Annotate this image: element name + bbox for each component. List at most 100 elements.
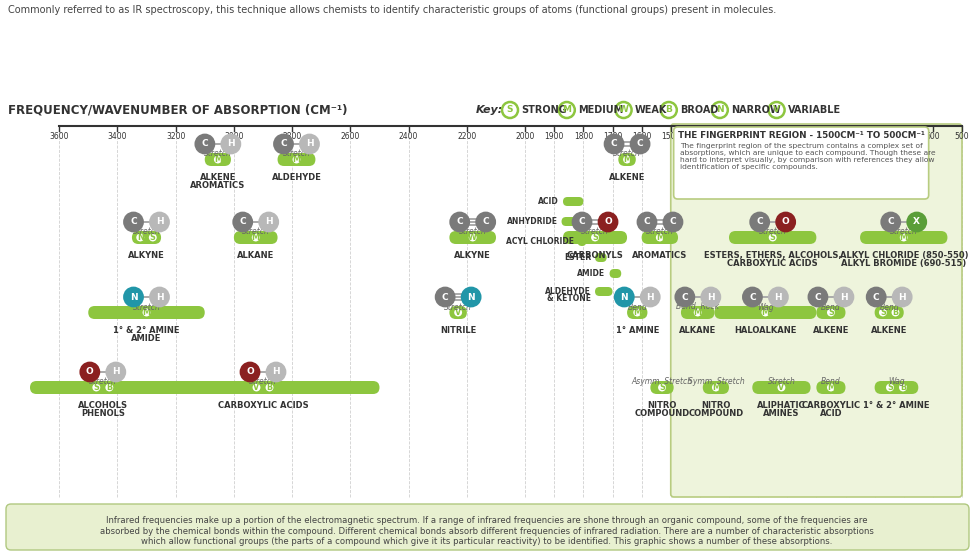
Text: Wag: Wag xyxy=(888,377,905,387)
Text: FREQUENCY/WAVENUMBER OF ABSORPTION (CM⁻¹): FREQUENCY/WAVENUMBER OF ABSORPTION (CM⁻¹… xyxy=(8,104,347,116)
Text: Bend: Bend xyxy=(821,377,840,387)
Text: CARBOXYLIC ACIDS: CARBOXYLIC ACIDS xyxy=(727,259,818,268)
Circle shape xyxy=(898,382,908,392)
Circle shape xyxy=(632,307,643,317)
Circle shape xyxy=(148,233,158,243)
Circle shape xyxy=(760,307,770,317)
Text: 1700: 1700 xyxy=(603,132,622,141)
Circle shape xyxy=(615,288,633,306)
Text: B: B xyxy=(266,383,273,392)
Text: ALKYL CHLORIDE (850-550): ALKYL CHLORIDE (850-550) xyxy=(839,251,968,260)
Circle shape xyxy=(661,102,677,118)
FancyBboxPatch shape xyxy=(627,306,647,319)
Circle shape xyxy=(638,213,656,231)
Text: O: O xyxy=(86,367,94,377)
Text: Stretch: Stretch xyxy=(249,377,277,387)
Text: 3600: 3600 xyxy=(50,132,69,141)
Text: ACYL CHLORIDE: ACYL CHLORIDE xyxy=(506,237,573,246)
Text: C: C xyxy=(644,218,650,227)
Text: 2800: 2800 xyxy=(283,132,301,141)
Circle shape xyxy=(196,135,214,153)
Circle shape xyxy=(590,233,600,243)
Text: Key:: Key: xyxy=(476,105,503,115)
Circle shape xyxy=(141,307,151,317)
Text: ALKANE: ALKANE xyxy=(237,251,274,260)
Circle shape xyxy=(615,102,632,118)
Text: S: S xyxy=(659,383,665,392)
Text: M: M xyxy=(712,383,720,392)
Text: Infrared frequencies make up a portion of the electromagnetic spectrum. If a ran: Infrared frequencies make up a portion o… xyxy=(100,516,874,546)
Text: B: B xyxy=(665,105,672,115)
Text: H: H xyxy=(112,367,120,377)
Text: 700: 700 xyxy=(896,132,911,141)
Text: H: H xyxy=(898,293,906,301)
Text: 500: 500 xyxy=(955,132,969,141)
Text: 1500: 1500 xyxy=(661,132,681,141)
Text: ACID: ACID xyxy=(820,409,842,418)
FancyBboxPatch shape xyxy=(449,231,496,244)
Text: Stretch: Stretch xyxy=(204,150,232,158)
Text: W: W xyxy=(468,233,477,242)
FancyBboxPatch shape xyxy=(449,306,467,319)
Text: AMINES: AMINES xyxy=(763,409,800,418)
FancyBboxPatch shape xyxy=(278,153,316,166)
Text: N: N xyxy=(130,293,137,301)
Text: N: N xyxy=(467,293,475,301)
Text: Asymm. Stretch: Asymm. Stretch xyxy=(632,377,692,387)
Text: AROMATICS: AROMATICS xyxy=(190,181,246,190)
Text: Stretch: Stretch xyxy=(613,150,641,158)
Text: O: O xyxy=(782,218,790,227)
Text: 1° AMINE: 1° AMINE xyxy=(615,326,659,335)
Text: ALDEHYDE: ALDEHYDE xyxy=(545,287,591,296)
Text: Wag: Wag xyxy=(758,302,774,311)
Text: ALKYNE: ALKYNE xyxy=(128,251,165,260)
Text: M: M xyxy=(252,233,259,242)
Text: C: C xyxy=(579,218,585,227)
Circle shape xyxy=(453,307,463,317)
Text: 1000: 1000 xyxy=(806,132,826,141)
Circle shape xyxy=(657,382,667,392)
FancyBboxPatch shape xyxy=(563,231,627,244)
Text: H: H xyxy=(707,293,715,301)
FancyBboxPatch shape xyxy=(816,306,845,319)
Text: PHENOLS: PHENOLS xyxy=(81,409,125,418)
Circle shape xyxy=(259,213,278,231)
Text: C: C xyxy=(670,218,677,227)
Circle shape xyxy=(436,288,454,306)
FancyBboxPatch shape xyxy=(875,381,918,394)
Text: B: B xyxy=(900,383,906,392)
Circle shape xyxy=(264,382,275,392)
Text: S: S xyxy=(769,233,776,242)
Text: S: S xyxy=(880,308,886,317)
Text: 1200: 1200 xyxy=(749,132,767,141)
Text: ESTER: ESTER xyxy=(564,253,591,262)
Text: ACID: ACID xyxy=(538,197,559,206)
Text: M: M xyxy=(292,155,300,164)
Text: O: O xyxy=(246,367,254,377)
Text: Stretch: Stretch xyxy=(133,228,161,237)
Text: HALOALKANE: HALOALKANE xyxy=(734,326,797,335)
Text: C: C xyxy=(610,140,617,148)
Text: ALKANE: ALKANE xyxy=(680,326,717,335)
Circle shape xyxy=(676,288,694,306)
Circle shape xyxy=(450,213,469,231)
Circle shape xyxy=(867,288,885,306)
Text: M: M xyxy=(761,308,769,317)
FancyBboxPatch shape xyxy=(132,231,161,244)
Text: S: S xyxy=(828,308,834,317)
Text: C: C xyxy=(280,140,287,148)
Text: M: M xyxy=(693,308,702,317)
FancyBboxPatch shape xyxy=(816,381,845,394)
Text: M: M xyxy=(142,308,150,317)
Text: 2200: 2200 xyxy=(457,132,477,141)
Circle shape xyxy=(300,135,319,153)
Circle shape xyxy=(893,288,912,306)
Circle shape xyxy=(702,288,720,306)
FancyBboxPatch shape xyxy=(753,381,810,394)
FancyBboxPatch shape xyxy=(703,381,729,394)
Text: MEDIUM: MEDIUM xyxy=(578,105,623,115)
Text: H: H xyxy=(265,218,273,227)
Text: C: C xyxy=(682,293,688,301)
FancyBboxPatch shape xyxy=(650,381,674,394)
Circle shape xyxy=(92,382,101,392)
